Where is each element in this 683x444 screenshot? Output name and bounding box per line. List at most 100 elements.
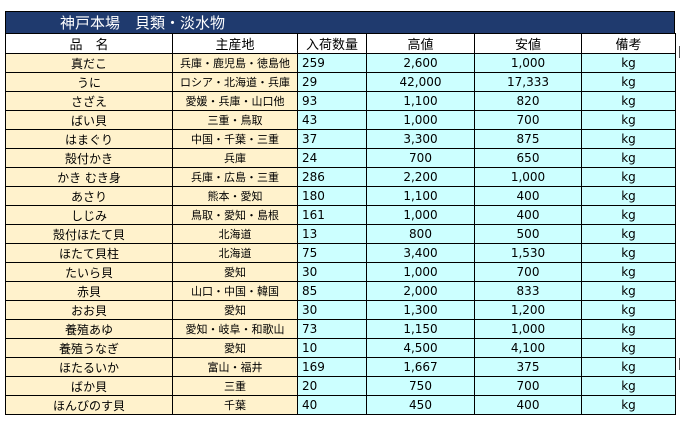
cell-name: 養殖うなぎ bbox=[5, 338, 173, 358]
cell-note: kg bbox=[581, 167, 676, 187]
table-row: ほんびのす貝 千葉 40 450 400 kg bbox=[5, 395, 676, 415]
table-row: 養殖うなぎ 愛知 10 4,500 4,100 kg bbox=[5, 338, 676, 358]
header-quantity: 入荷数量 bbox=[297, 33, 367, 54]
cell-high: 1,100 bbox=[366, 91, 475, 111]
table-row: うに ロシア・北海道・兵庫 29 42,000 17,333 kg bbox=[5, 72, 676, 92]
table-row: はまぐり 中国・千葉・三重 37 3,300 875 kg bbox=[5, 129, 676, 149]
cell-name: あさり bbox=[5, 186, 173, 206]
cell-origin: 千葉 bbox=[172, 395, 298, 415]
cell-low: 820 bbox=[474, 91, 582, 111]
cell-high: 700 bbox=[366, 148, 475, 168]
cell-quantity: 286 bbox=[297, 167, 367, 187]
cell-origin: 兵庫・鹿児島・徳島他 bbox=[172, 53, 298, 73]
cell-high: 42,000 bbox=[366, 72, 475, 92]
cell-high: 1,000 bbox=[366, 205, 475, 225]
cell-name: さざえ bbox=[5, 91, 173, 111]
cell-quantity: 73 bbox=[297, 319, 367, 339]
cell-low: 1,530 bbox=[474, 243, 582, 263]
cell-note: kg bbox=[581, 53, 676, 73]
cell-note: kg bbox=[581, 110, 676, 130]
table-row: 赤貝 山口・中国・韓国 85 2,000 833 kg bbox=[5, 281, 676, 301]
cell-high: 2,000 bbox=[366, 281, 475, 301]
table-row: かき むき身 兵庫・広島・三重 286 2,200 1,000 kg bbox=[5, 167, 676, 187]
cell-name: ほたて貝柱 bbox=[5, 243, 173, 263]
header-low: 安値 bbox=[474, 33, 582, 54]
table-row: たいら貝 愛知 30 1,000 700 kg bbox=[5, 262, 676, 282]
cell-high: 800 bbox=[366, 224, 475, 244]
cell-low: 4,100 bbox=[474, 338, 582, 358]
cell-note: kg bbox=[581, 319, 676, 339]
cell-note: kg bbox=[581, 148, 676, 168]
cell-high: 1,000 bbox=[366, 262, 475, 282]
cell-high: 4,500 bbox=[366, 338, 475, 358]
cell-note: kg bbox=[581, 72, 676, 92]
cell-note: kg bbox=[581, 205, 676, 225]
cell-note: kg bbox=[581, 91, 676, 111]
cell-quantity: 10 bbox=[297, 338, 367, 358]
cell-note: kg bbox=[581, 376, 676, 396]
cell-quantity: 20 bbox=[297, 376, 367, 396]
cell-origin: 愛知・岐阜・和歌山 bbox=[172, 319, 298, 339]
cell-origin: 中国・千葉・三重 bbox=[172, 129, 298, 149]
cell-note: kg bbox=[581, 281, 676, 301]
cell-origin: 愛媛・兵庫・山口他 bbox=[172, 91, 298, 111]
cell-quantity: 75 bbox=[297, 243, 367, 263]
cell-low: 375 bbox=[474, 357, 582, 377]
cell-name: かき むき身 bbox=[5, 167, 173, 187]
cell-high: 2,200 bbox=[366, 167, 475, 187]
cell-quantity: 43 bbox=[297, 110, 367, 130]
table-row: ほたるいか 富山・福井 169 1,667 375 kg bbox=[5, 357, 676, 377]
cell-high: 1,000 bbox=[366, 110, 475, 130]
cell-quantity: 24 bbox=[297, 148, 367, 168]
table-row: ほたて貝柱 北海道 75 3,400 1,530 kg bbox=[5, 243, 676, 263]
edge-mark-bottom bbox=[679, 358, 680, 370]
cell-low: 700 bbox=[474, 110, 582, 130]
cell-high: 3,300 bbox=[366, 129, 475, 149]
cell-name: ばか貝 bbox=[5, 376, 173, 396]
table-row: 殻付ほたて貝 北海道 13 800 500 kg bbox=[5, 224, 676, 244]
cell-name: ほたるいか bbox=[5, 357, 173, 377]
cell-origin: 北海道 bbox=[172, 243, 298, 263]
cell-high: 3,400 bbox=[366, 243, 475, 263]
cell-origin: 熊本・愛知 bbox=[172, 186, 298, 206]
cell-high: 1,150 bbox=[366, 319, 475, 339]
cell-note: kg bbox=[581, 300, 676, 320]
cell-origin: 富山・福井 bbox=[172, 357, 298, 377]
cell-quantity: 169 bbox=[297, 357, 367, 377]
cell-origin: 三重・鳥取 bbox=[172, 110, 298, 130]
cell-low: 1,000 bbox=[474, 53, 582, 73]
table-row: 真だこ 兵庫・鹿児島・徳島他 259 2,600 1,000 kg bbox=[5, 53, 676, 73]
table-row: ばか貝 三重 20 750 700 kg bbox=[5, 376, 676, 396]
cell-quantity: 180 bbox=[297, 186, 367, 206]
cell-high: 1,667 bbox=[366, 357, 475, 377]
cell-low: 875 bbox=[474, 129, 582, 149]
cell-name: うに bbox=[5, 72, 173, 92]
cell-name: 養殖あゆ bbox=[5, 319, 173, 339]
header-row: 品 名 主産地 入荷数量 高値 安値 備考 bbox=[5, 33, 676, 54]
cell-note: kg bbox=[581, 224, 676, 244]
cell-name: たいら貝 bbox=[5, 262, 173, 282]
cell-origin: 兵庫 bbox=[172, 148, 298, 168]
cell-origin: 愛知 bbox=[172, 262, 298, 282]
cell-high: 2,600 bbox=[366, 53, 475, 73]
cell-quantity: 93 bbox=[297, 91, 367, 111]
cell-name: 殻付ほたて貝 bbox=[5, 224, 173, 244]
cell-name: ばい貝 bbox=[5, 110, 173, 130]
cell-note: kg bbox=[581, 395, 676, 415]
cell-note: kg bbox=[581, 186, 676, 206]
cell-name: 真だこ bbox=[5, 53, 173, 73]
header-high: 高値 bbox=[366, 33, 475, 54]
cell-low: 400 bbox=[474, 395, 582, 415]
cell-quantity: 161 bbox=[297, 205, 367, 225]
cell-quantity: 259 bbox=[297, 53, 367, 73]
cell-note: kg bbox=[581, 243, 676, 263]
cell-name: ほんびのす貝 bbox=[5, 395, 173, 415]
header-name: 品 名 bbox=[5, 33, 173, 54]
cell-low: 700 bbox=[474, 262, 582, 282]
edge-mark-top bbox=[679, 46, 680, 58]
cell-low: 500 bbox=[474, 224, 582, 244]
cell-quantity: 85 bbox=[297, 281, 367, 301]
cell-origin: 兵庫・広島・三重 bbox=[172, 167, 298, 187]
cell-origin: 北海道 bbox=[172, 224, 298, 244]
table-row: あさり 熊本・愛知 180 1,100 400 kg bbox=[5, 186, 676, 206]
